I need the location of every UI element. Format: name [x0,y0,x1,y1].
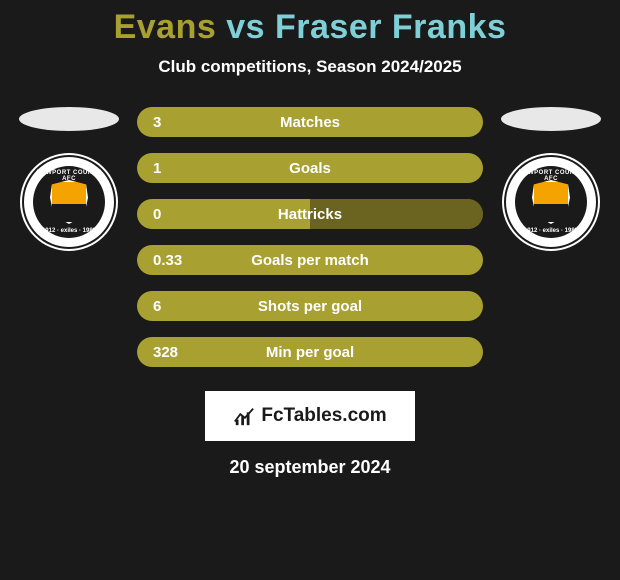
subtitle: Club competitions, Season 2024/2025 [0,57,620,77]
comparison-card: Evans vs Fraser Franks Club competitions… [0,0,620,478]
brand-text: FcTables.com [261,405,386,427]
player2-club-badge: NEWPORT COUNTY AFC 1912 · exiles · 1989 [506,157,596,247]
stat-bar: 0.33Goals per match [137,245,483,275]
stat-label: Goals per match [137,252,483,269]
left-player-col: NEWPORT COUNTY AFC 1912 · exiles · 1989 [19,107,119,247]
stat-bar: 0Hattricks [137,199,483,229]
stats-column: 3Matches 1Goals 0Hattricks 0.33Goals per ma… [137,107,483,367]
player1-name: Evans [114,8,217,46]
stat-bar: 3Matches [137,107,483,137]
brand-logo: FcTables.com [205,391,415,441]
stat-label: Shots per goal [137,298,483,315]
footer-date: 20 september 2024 [0,457,620,478]
stat-label: Hattricks [137,206,483,223]
badge-text-bot: 1912 · exiles · 1989 [515,228,587,234]
shield-icon [50,180,88,224]
player2-name: Fraser Franks [275,8,506,46]
vs-text: vs [226,8,265,46]
page-title: Evans vs Fraser Franks [0,8,620,47]
stat-bar: 1Goals [137,153,483,183]
player2-flag [501,107,601,131]
player1-flag [19,107,119,131]
main-row: NEWPORT COUNTY AFC 1912 · exiles · 1989 … [0,107,620,367]
stat-bar: 6Shots per goal [137,291,483,321]
shield-icon [532,180,570,224]
badge-inner: NEWPORT COUNTY AFC 1912 · exiles · 1989 [33,166,105,238]
player1-club-badge: NEWPORT COUNTY AFC 1912 · exiles · 1989 [24,157,114,247]
stat-label: Min per goal [137,344,483,361]
stat-label: Matches [137,114,483,131]
badge-text-bot: 1912 · exiles · 1989 [33,228,105,234]
badge-inner: NEWPORT COUNTY AFC 1912 · exiles · 1989 [515,166,587,238]
stat-bar: 328Min per goal [137,337,483,367]
chart-icon [233,405,255,427]
stat-label: Goals [137,160,483,177]
right-player-col: NEWPORT COUNTY AFC 1912 · exiles · 1989 [501,107,601,247]
